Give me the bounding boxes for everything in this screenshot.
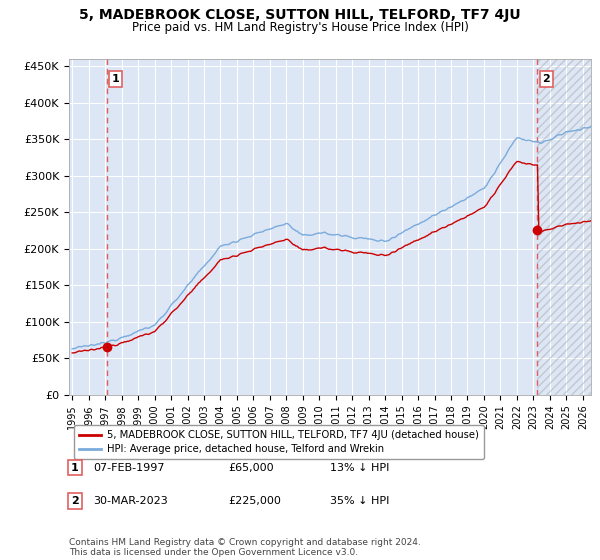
Text: 30-MAR-2023: 30-MAR-2023 [93,496,168,506]
Text: Price paid vs. HM Land Registry's House Price Index (HPI): Price paid vs. HM Land Registry's House … [131,21,469,34]
Text: £225,000: £225,000 [228,496,281,506]
Text: £65,000: £65,000 [228,463,274,473]
Text: 13% ↓ HPI: 13% ↓ HPI [330,463,389,473]
Text: 1: 1 [71,463,79,473]
Text: 5, MADEBROOK CLOSE, SUTTON HILL, TELFORD, TF7 4JU: 5, MADEBROOK CLOSE, SUTTON HILL, TELFORD… [79,8,521,22]
Text: 07-FEB-1997: 07-FEB-1997 [93,463,164,473]
Text: 1: 1 [112,74,119,84]
Legend: 5, MADEBROOK CLOSE, SUTTON HILL, TELFORD, TF7 4JU (detached house), HPI: Average: 5, MADEBROOK CLOSE, SUTTON HILL, TELFORD… [74,425,484,459]
Text: 35% ↓ HPI: 35% ↓ HPI [330,496,389,506]
Text: Contains HM Land Registry data © Crown copyright and database right 2024.
This d: Contains HM Land Registry data © Crown c… [69,538,421,557]
Text: 2: 2 [71,496,79,506]
Text: 2: 2 [542,74,550,84]
